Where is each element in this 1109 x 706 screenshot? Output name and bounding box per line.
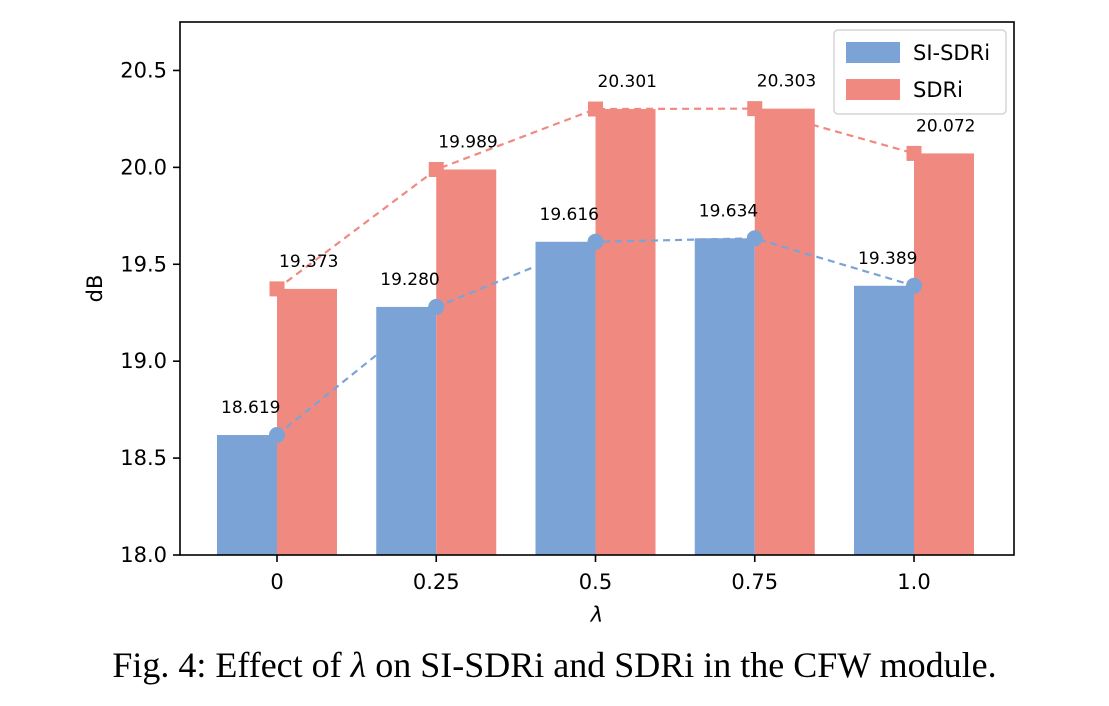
legend-label-0: SI-SDRi — [913, 41, 990, 65]
legend: SI-SDRi SDRi — [833, 29, 1007, 115]
marker-sdri-0 — [269, 281, 285, 297]
data-label-sdri-1: 19.989 — [438, 132, 497, 152]
bar-sdri-2 — [595, 109, 656, 556]
y-tick-label-5: 20.5 — [120, 58, 167, 82]
caption-suffix: on SI-SDRi and SDRi in the CFW module. — [366, 645, 997, 685]
legend-label-1: SDRi — [913, 78, 963, 102]
x-tick-label-3: 0.75 — [731, 570, 778, 594]
data-label-sdri-2: 20.301 — [598, 72, 657, 92]
marker-sdri-3 — [747, 101, 763, 117]
data-label-sdri-4: 20.072 — [916, 116, 975, 136]
bar-sisdri-4 — [854, 285, 914, 555]
marker-sisdri-4 — [906, 277, 922, 294]
figure-caption: Fig. 4: Effect of λ on SI-SDRi and SDRi … — [0, 644, 1109, 686]
marker-sisdri-1 — [428, 298, 445, 315]
x-tick-label-1: 0.25 — [413, 570, 460, 594]
bar-sdri-4 — [914, 153, 974, 555]
data-label-sisdri-1: 19.280 — [380, 270, 439, 290]
data-label-sdri-0: 19.373 — [279, 252, 338, 272]
axes-layer: 18.0 18.5 19.0 19.5 20.0 20.5 0 0.25 0.5 0.75 1.0 λ… — [83, 21, 1015, 627]
data-label-sisdri-2: 19.616 — [540, 205, 599, 225]
bar-sisdri-1 — [376, 306, 437, 555]
x-tick-label-4: 1.0 — [897, 570, 930, 594]
bar-sisdri-0 — [217, 435, 277, 555]
y-tick-label-0: 18.0 — [120, 543, 167, 567]
data-label-sisdri-0: 18.619 — [221, 398, 280, 418]
y-tick-label-3: 19.5 — [120, 252, 167, 276]
marker-sdri-1 — [428, 161, 444, 177]
x-axis-label: λ — [590, 603, 603, 627]
legend-swatch-0 — [846, 42, 900, 63]
line-sdri — [276, 107, 915, 290]
markers-layer — [269, 101, 922, 444]
y-tick-label-4: 20.0 — [120, 155, 167, 179]
marker-sisdri-2 — [587, 233, 604, 250]
bars-layer — [217, 108, 974, 556]
marker-sisdri-3 — [746, 230, 763, 247]
y-tick-label-1: 18.5 — [120, 446, 167, 470]
bar-sisdri-2 — [535, 241, 596, 555]
marker-sdri-4 — [906, 145, 922, 161]
y-axis-label: dB — [83, 275, 107, 303]
data-label-sdri-3: 20.303 — [757, 72, 816, 92]
data-label-sisdri-3: 19.634 — [699, 201, 758, 221]
caption-symbol: λ — [350, 645, 367, 685]
y-tick-label-2: 19.0 — [120, 349, 167, 373]
bar-sdri-1 — [436, 169, 497, 555]
bar-sdri-3 — [754, 108, 815, 556]
marker-sdri-2 — [588, 101, 603, 117]
legend-swatch-1 — [846, 79, 900, 100]
bar-sdri-0 — [277, 288, 337, 555]
marker-sisdri-0 — [269, 427, 285, 444]
x-tick-label-0: 0 — [270, 570, 283, 594]
caption-prefix: Fig. 4: Effect of — [112, 645, 351, 685]
data-label-sisdri-4: 19.389 — [858, 249, 917, 269]
data-labels-layer: 18.619 19.280 19.616 19.634 19.389 19.373 19.9… — [221, 72, 975, 418]
bar-chart: 18.619 19.280 19.616 19.634 19.389 19.373 19.9… — [83, 21, 1015, 627]
bar-sisdri-3 — [694, 238, 755, 555]
x-tick-label-2: 0.5 — [579, 570, 612, 594]
plot-frame — [179, 21, 1015, 556]
